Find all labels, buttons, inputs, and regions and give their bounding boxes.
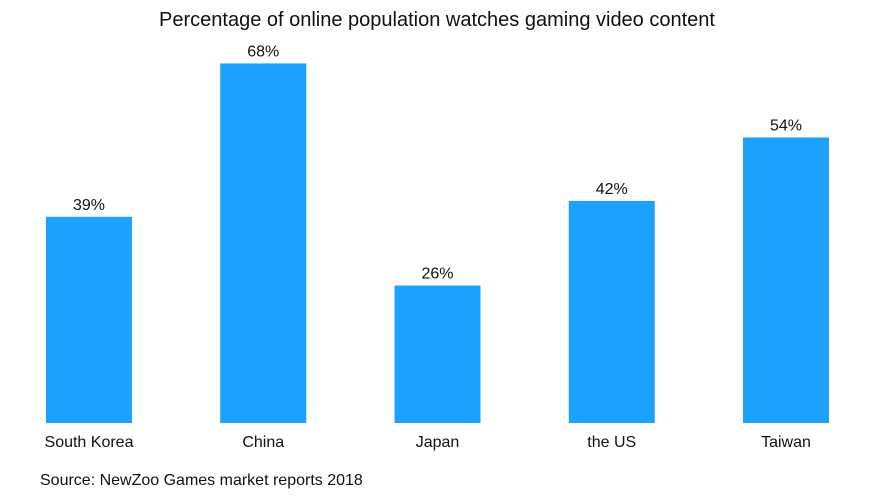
data-label: 54% — [770, 117, 802, 134]
category-label: Japan — [416, 434, 460, 451]
source-note: Source: NewZoo Games market reports 2018 — [40, 472, 363, 489]
category-label: South Korea — [45, 434, 134, 451]
bar-3 — [568, 200, 655, 423]
category-label: China — [242, 434, 284, 451]
category-label: the US — [587, 434, 636, 451]
bar-4 — [743, 137, 829, 423]
bar-1 — [220, 63, 307, 423]
chart-title: Percentage of online population watches … — [159, 9, 715, 31]
data-label: 39% — [73, 197, 105, 214]
data-label: 68% — [247, 43, 279, 60]
data-label: 42% — [596, 181, 628, 198]
data-label: 26% — [421, 266, 453, 283]
bar-0 — [46, 216, 132, 423]
category-label: Taiwan — [761, 434, 811, 451]
bar-2 — [394, 285, 481, 423]
